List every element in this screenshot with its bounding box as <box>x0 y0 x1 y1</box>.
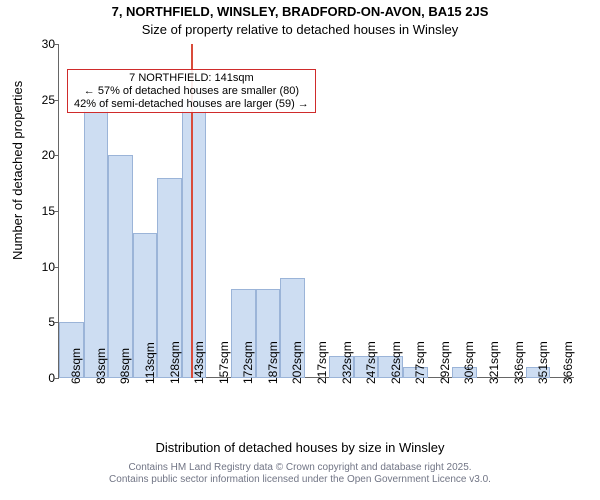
plot-area: 05101520253068sqm83sqm98sqm113sqm128sqm1… <box>58 44 574 378</box>
y-tick-label: 30 <box>15 37 55 51</box>
y-tick-mark <box>54 267 59 268</box>
chart-subtitle: Size of property relative to detached ho… <box>0 22 600 37</box>
histogram-bar <box>182 100 207 378</box>
y-tick-mark <box>54 155 59 156</box>
y-tick-label: 0 <box>15 371 55 385</box>
y-tick-label: 10 <box>15 260 55 274</box>
y-tick-label: 20 <box>15 148 55 162</box>
attribution-line-1: Contains HM Land Registry data © Crown c… <box>128 462 471 473</box>
annotation-line-3: 42% of semi-detached houses are larger (… <box>74 98 309 110</box>
y-tick-label: 25 <box>15 93 55 107</box>
histogram-bar <box>84 100 109 378</box>
y-tick-label: 5 <box>15 315 55 329</box>
histogram-bar <box>108 155 133 378</box>
y-tick-mark <box>54 378 59 379</box>
y-axis-label: Number of detached properties <box>10 81 25 260</box>
y-tick-mark <box>54 211 59 212</box>
x-axis-label: Distribution of detached houses by size … <box>0 440 600 455</box>
y-tick-mark <box>54 100 59 101</box>
annotation-line-2: ← 57% of detached houses are smaller (80… <box>84 85 299 97</box>
property-size-chart: 7, NORTHFIELD, WINSLEY, BRADFORD-ON-AVON… <box>0 0 600 500</box>
y-tick-label: 15 <box>15 204 55 218</box>
annotation-line-1: 7 NORTHFIELD: 141sqm <box>129 72 254 84</box>
chart-title: 7, NORTHFIELD, WINSLEY, BRADFORD-ON-AVON… <box>0 4 600 19</box>
y-tick-mark <box>54 44 59 45</box>
annotation-box: 7 NORTHFIELD: 141sqm← 57% of detached ho… <box>67 69 316 113</box>
attribution-text: Contains HM Land Registry data © Crown c… <box>0 462 600 486</box>
attribution-line-2: Contains public sector information licen… <box>109 474 491 485</box>
